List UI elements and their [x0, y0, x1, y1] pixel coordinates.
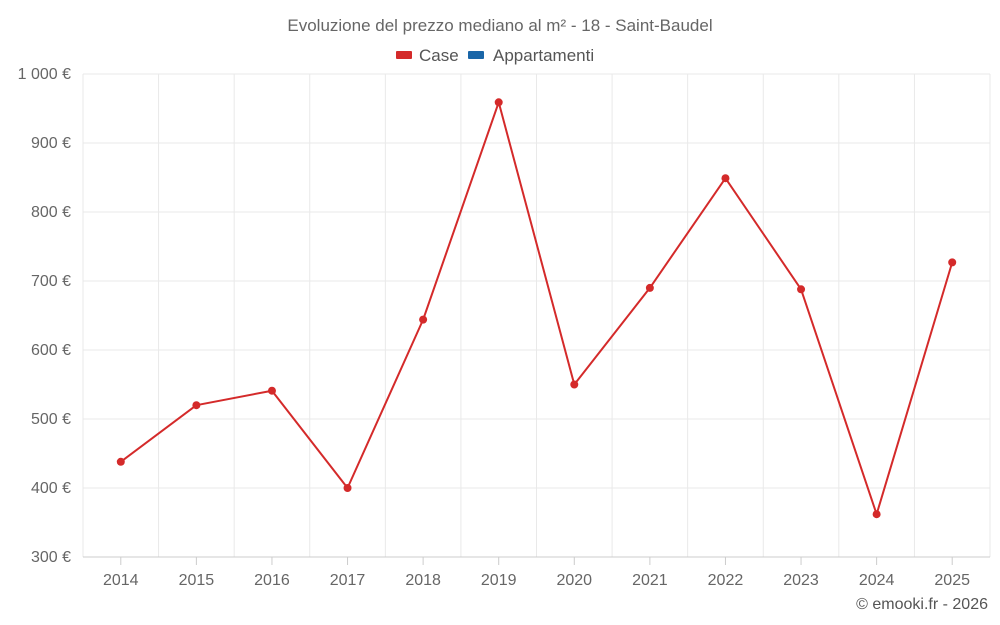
legend-swatch-case [396, 51, 412, 59]
legend: Case Appartamenti [396, 46, 594, 65]
data-point[interactable] [419, 315, 428, 324]
data-point[interactable] [872, 510, 881, 519]
data-point[interactable] [721, 174, 730, 183]
legend-label-appartamenti: Appartamenti [493, 46, 594, 65]
data-point[interactable] [645, 283, 654, 292]
x-tick-label: 2025 [934, 572, 970, 589]
y-tick-label: 700 € [31, 273, 71, 290]
data-point[interactable] [267, 386, 276, 395]
x-tick-label: 2015 [179, 572, 215, 589]
series [116, 98, 957, 519]
series-line-case [120, 101, 954, 516]
y-tick-label: 400 € [31, 480, 71, 497]
y-tick-label: 600 € [31, 342, 71, 359]
x-tick-label: 2021 [632, 572, 668, 589]
data-point[interactable] [192, 401, 201, 410]
x-tick-label: 2017 [330, 572, 366, 589]
data-point[interactable] [797, 285, 806, 294]
x-tick-label: 2023 [783, 572, 819, 589]
y-tick-label: 800 € [31, 204, 71, 221]
x-tick-label: 2020 [556, 572, 592, 589]
x-axis-ticks: 2014 2015 2016 2017 2018 2019 2020 2021 2022 2023… [103, 557, 970, 589]
x-tick-label: 2022 [708, 572, 744, 589]
data-point[interactable] [570, 380, 579, 389]
legend-item-case[interactable]: Case [396, 46, 459, 65]
y-axis-ticks: 300 € 400 € 500 € 600 € 700 € 800 € 900 € 1 000… [18, 66, 71, 566]
y-tick-label: 1 000 € [18, 66, 71, 83]
credit-text: © emooki.fr - 2026 [856, 596, 988, 613]
legend-label-case: Case [419, 46, 459, 65]
chart-title: Evoluzione del prezzo mediano al m² - 18… [287, 16, 712, 35]
y-tick-label: 500 € [31, 411, 71, 428]
x-tick-label: 2018 [405, 572, 441, 589]
legend-swatch-appartamenti [468, 51, 484, 59]
y-tick-label: 300 € [31, 549, 71, 566]
y-tick-label: 900 € [31, 135, 71, 152]
grid [82, 73, 991, 557]
x-tick-label: 2019 [481, 572, 517, 589]
data-point[interactable] [116, 457, 125, 466]
x-tick-label: 2016 [254, 572, 290, 589]
data-point[interactable] [494, 98, 503, 107]
data-point[interactable] [343, 484, 352, 492]
data-point[interactable] [948, 258, 957, 267]
x-tick-label: 2024 [859, 572, 895, 589]
legend-item-appartamenti[interactable]: Appartamenti [468, 46, 594, 65]
x-tick-label: 2014 [103, 572, 139, 589]
